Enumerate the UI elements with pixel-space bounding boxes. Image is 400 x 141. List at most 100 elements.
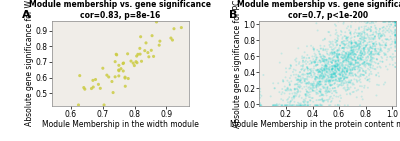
Point	[361, 31, 367, 33]
Point	[134, 55, 140, 57]
Point	[312, 75, 318, 77]
Point	[328, 71, 334, 73]
Point	[330, 76, 336, 79]
Point	[331, 73, 338, 76]
Point	[328, 75, 335, 77]
Point	[370, 42, 376, 44]
Point	[344, 40, 350, 42]
Point	[335, 63, 341, 65]
Point	[296, 76, 302, 78]
Point	[320, 60, 326, 62]
Point	[312, 104, 318, 106]
Point	[378, 48, 384, 50]
Point	[360, 74, 367, 76]
Point	[302, 103, 308, 105]
Point	[354, 62, 361, 64]
Point	[392, 20, 398, 23]
Point	[292, 88, 298, 90]
Point	[260, 74, 267, 76]
Point	[313, 86, 319, 89]
Point	[315, 104, 321, 106]
Point	[330, 71, 337, 73]
Point	[352, 68, 358, 71]
Point	[310, 85, 317, 87]
Point	[310, 70, 316, 72]
Point	[335, 86, 341, 88]
Point	[298, 77, 304, 79]
Point	[326, 59, 333, 61]
Point	[281, 104, 288, 106]
Point	[295, 74, 302, 76]
Point	[358, 52, 365, 55]
Point	[362, 61, 368, 63]
Point	[362, 51, 368, 53]
Point	[328, 67, 335, 70]
Point	[320, 74, 326, 76]
Point	[339, 41, 345, 43]
Point	[372, 48, 378, 50]
Point	[298, 79, 304, 81]
Point	[284, 87, 291, 89]
Point	[329, 41, 336, 43]
Point	[362, 37, 369, 39]
Point	[350, 82, 356, 84]
Point	[304, 101, 311, 103]
Point	[370, 43, 376, 45]
Point	[351, 39, 358, 41]
Point	[292, 77, 299, 79]
Point	[336, 100, 343, 102]
Point	[279, 104, 285, 106]
Point	[379, 27, 386, 29]
Point	[331, 51, 338, 53]
Point	[322, 67, 329, 70]
Point	[387, 29, 394, 31]
Point	[343, 73, 350, 76]
Point	[341, 76, 348, 78]
Point	[344, 60, 350, 62]
Point	[322, 69, 328, 71]
Point	[312, 84, 318, 86]
Point	[316, 68, 322, 70]
Point	[268, 95, 274, 98]
Point	[353, 59, 360, 61]
Point	[300, 78, 306, 80]
Point	[360, 70, 367, 72]
Point	[257, 88, 263, 90]
Point	[334, 63, 340, 66]
Point	[392, 20, 398, 23]
Point	[355, 39, 362, 42]
Point	[366, 44, 373, 46]
Point	[388, 56, 394, 58]
Point	[365, 78, 371, 81]
Point	[320, 75, 327, 77]
Point	[326, 58, 332, 60]
Point	[357, 49, 364, 52]
Point	[336, 69, 342, 71]
Point	[312, 59, 319, 62]
Point	[332, 52, 338, 54]
Point	[296, 103, 302, 105]
Point	[312, 78, 318, 80]
Point	[331, 48, 337, 50]
Point	[321, 87, 327, 89]
Point	[386, 48, 392, 50]
Point	[337, 78, 344, 80]
Point	[379, 39, 386, 42]
Point	[345, 81, 351, 83]
Point	[363, 45, 369, 47]
Point	[339, 64, 345, 66]
Point	[134, 62, 140, 64]
Point	[364, 48, 371, 51]
Point	[381, 83, 387, 86]
Point	[131, 64, 138, 67]
Point	[331, 94, 337, 97]
Point	[334, 40, 340, 42]
Point	[334, 56, 341, 58]
Point	[366, 50, 372, 52]
Point	[381, 54, 388, 56]
Point	[309, 86, 316, 88]
Point	[356, 32, 362, 35]
Point	[376, 53, 382, 56]
Point	[324, 64, 330, 66]
Point	[368, 22, 375, 24]
